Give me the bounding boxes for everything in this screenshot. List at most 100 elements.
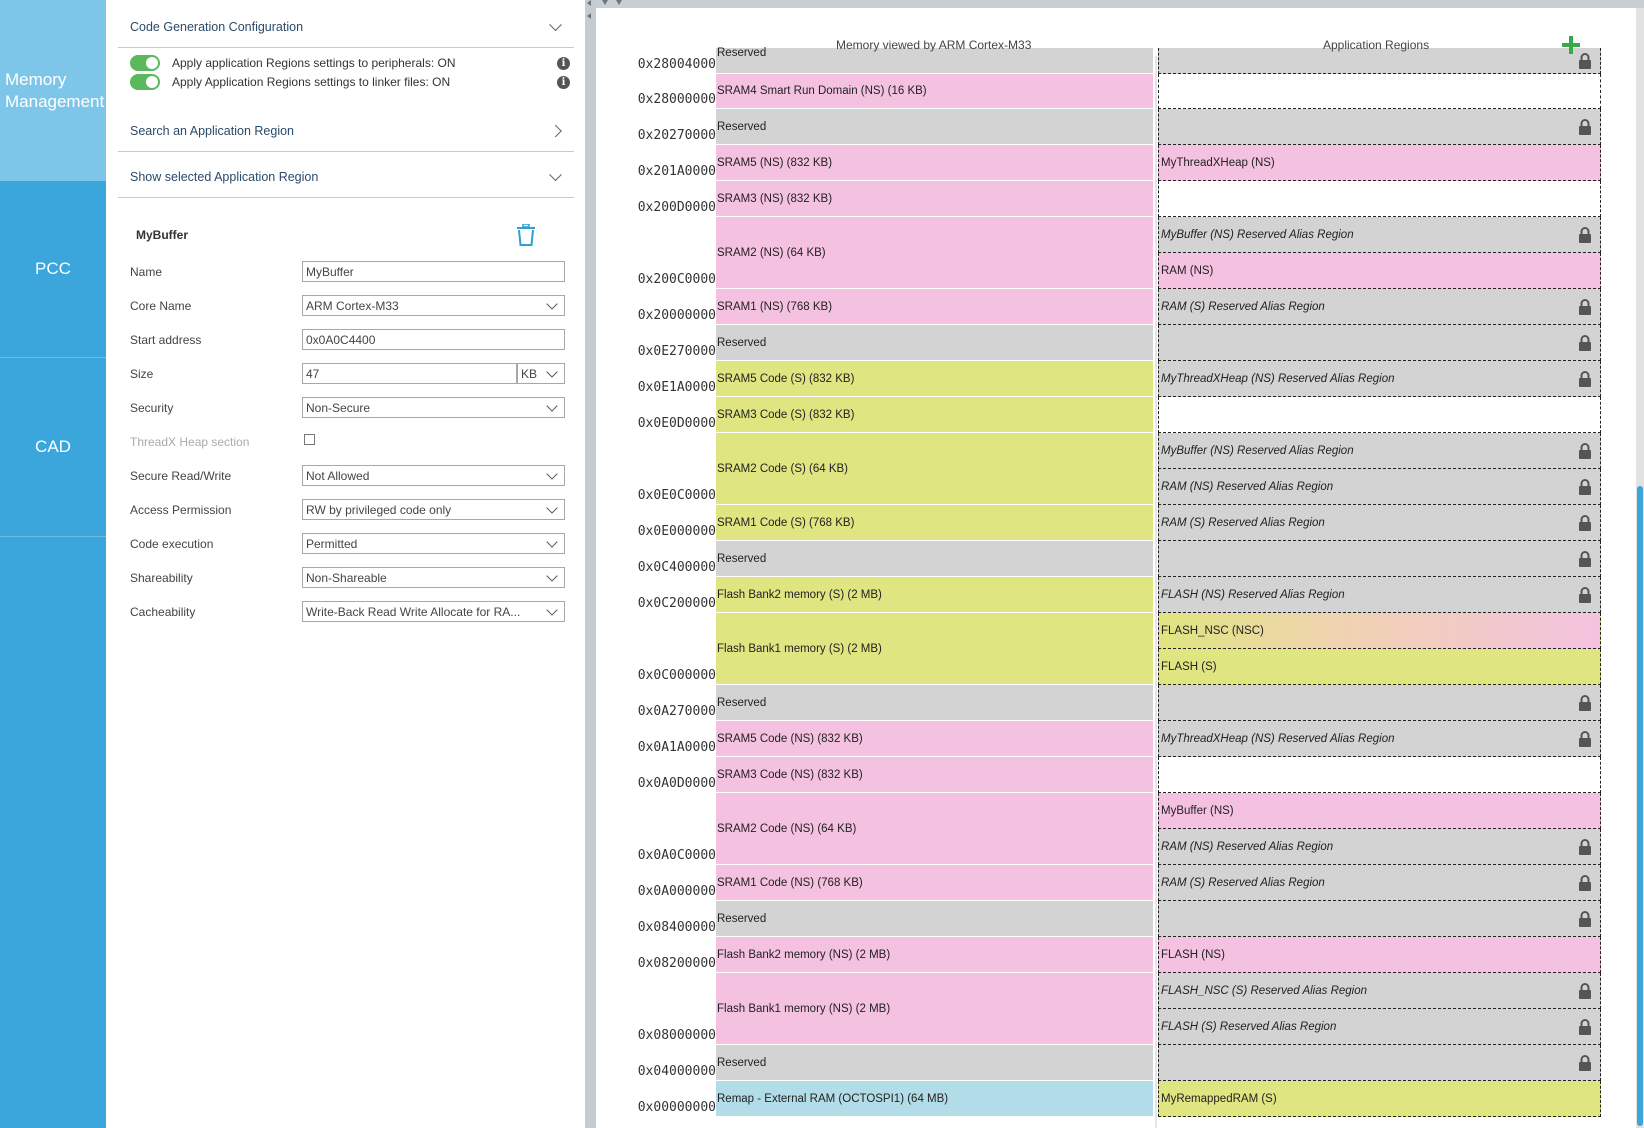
search-application-region-header[interactable]: Search an Application Region (118, 110, 574, 152)
memory-block[interactable]: Remap - External RAM (OCTOSPI1) (64 MB) (716, 1081, 1153, 1117)
core-name-select[interactable]: ARM Cortex-M33 (302, 295, 565, 316)
application-region[interactable] (1158, 541, 1601, 577)
memory-block[interactable]: SRAM5 (NS) (832 KB) (716, 145, 1153, 181)
code-execution-value: Permitted (306, 537, 358, 551)
memory-block[interactable]: SRAM2 Code (S) (64 KB) (716, 433, 1153, 505)
lock-icon (1579, 982, 1591, 999)
memory-block[interactable]: SRAM5 Code (S) (832 KB) (716, 361, 1153, 397)
info-icon[interactable]: i (557, 56, 570, 70)
access-permission-select[interactable]: RW by privileged code only (302, 499, 565, 520)
memory-block[interactable]: SRAM1 Code (NS) (768 KB) (716, 865, 1153, 901)
lock-icon (1579, 550, 1591, 567)
memory-block[interactable]: SRAM3 Code (S) (832 KB) (716, 397, 1153, 433)
memory-block[interactable]: Reserved (716, 47, 1153, 74)
application-region[interactable] (1158, 397, 1601, 433)
access-permission-value: RW by privileged code only (306, 503, 452, 517)
scrollbar-thumb[interactable] (1637, 486, 1643, 1126)
security-select[interactable]: Non-Secure (302, 397, 565, 418)
application-region[interactable]: MyBuffer (NS) Reserved Alias Region (1158, 433, 1601, 469)
application-region[interactable] (1158, 74, 1601, 109)
nav-item-pcc[interactable]: PCC (0, 181, 106, 357)
application-region[interactable]: FLASH (S) Reserved Alias Region (1158, 1009, 1601, 1045)
application-region[interactable] (1158, 685, 1601, 721)
show-selected-region-header[interactable]: Show selected Application Region (118, 156, 574, 198)
memory-map-scrollbar[interactable] (1636, 8, 1644, 1128)
threadx-heap-checkbox[interactable] (304, 434, 315, 445)
application-region[interactable]: FLASH_NSC (NSC) (1158, 613, 1601, 649)
application-region[interactable]: MyBuffer (NS) Reserved Alias Region (1158, 217, 1601, 253)
application-region[interactable] (1158, 109, 1601, 145)
application-region[interactable]: MyThreadXHeap (NS) Reserved Alias Region (1158, 361, 1601, 397)
memory-block[interactable]: Reserved (716, 541, 1153, 577)
start-address-input[interactable]: 0x0A0C4400 (302, 329, 565, 350)
chevron-down-icon (546, 468, 558, 480)
application-region[interactable]: MyThreadXHeap (NS) (1158, 145, 1601, 181)
application-region[interactable]: MyBuffer (NS) (1158, 793, 1601, 829)
address-label: 0x08200000 (637, 956, 716, 971)
info-icon[interactable]: i (557, 75, 570, 89)
memory-block[interactable]: Flash Bank1 memory (S) (2 MB) (716, 613, 1153, 685)
application-region[interactable]: RAM (NS) (1158, 253, 1601, 289)
memory-block[interactable]: SRAM1 (NS) (768 KB) (716, 289, 1153, 325)
cacheability-select[interactable]: Write-Back Read Write Allocate for RA... (302, 601, 565, 622)
memory-block[interactable]: Flash Bank2 memory (S) (2 MB) (716, 577, 1153, 613)
nav-item-label: Memory Management (5, 69, 105, 111)
collapse-arrows-icon[interactable] (585, 0, 596, 30)
memory-block[interactable]: Flash Bank1 memory (NS) (2 MB) (716, 973, 1153, 1045)
secure-read-write-select[interactable]: Not Allowed (302, 465, 565, 486)
peripherals-toggle[interactable] (130, 55, 160, 71)
code-generation-configuration-header[interactable]: Code Generation Configuration (118, 6, 574, 48)
code-execution-select[interactable]: Permitted (302, 533, 565, 554)
lock-icon (1579, 442, 1591, 459)
memory-block[interactable]: SRAM3 Code (NS) (832 KB) (716, 757, 1153, 793)
region-detail-title: MyBuffer (136, 228, 189, 242)
application-region[interactable] (1158, 757, 1601, 793)
lock-icon (1579, 694, 1591, 711)
memory-block[interactable]: SRAM1 Code (S) (768 KB) (716, 505, 1153, 541)
cacheability-value: Write-Back Read Write Allocate for RA... (306, 605, 521, 619)
application-region[interactable]: RAM (S) Reserved Alias Region (1158, 289, 1601, 325)
linker-files-toggle[interactable] (130, 74, 160, 90)
application-region[interactable]: FLASH (S) (1158, 649, 1601, 685)
application-region[interactable] (1158, 901, 1601, 937)
shareability-select[interactable]: Non-Shareable (302, 567, 565, 588)
memory-block[interactable]: Reserved (716, 325, 1153, 361)
memory-block[interactable]: Reserved (716, 685, 1153, 721)
memory-block[interactable]: SRAM2 (NS) (64 KB) (716, 217, 1153, 289)
nav-item-cad[interactable]: CAD (0, 358, 106, 536)
application-region[interactable] (1158, 325, 1601, 361)
memory-block[interactable]: Reserved (716, 1045, 1153, 1081)
address-label: 0x0A1A0000 (637, 740, 716, 755)
application-region[interactable]: FLASH_NSC (S) Reserved Alias Region (1158, 973, 1601, 1009)
memory-block[interactable]: SRAM5 Code (NS) (832 KB) (716, 721, 1153, 757)
memory-block[interactable]: SRAM3 (NS) (832 KB) (716, 181, 1153, 217)
access-permission-label: Access Permission (130, 503, 232, 517)
memory-block[interactable]: SRAM4 Smart Run Domain (NS) (16 KB) (716, 74, 1153, 109)
name-label: Name (130, 265, 163, 279)
panel-splitter[interactable] (585, 0, 596, 1128)
application-region[interactable]: FLASH (NS) (1158, 937, 1601, 973)
application-region[interactable] (1158, 1045, 1601, 1081)
size-input[interactable]: 47 (302, 363, 517, 384)
address-label: 0x0C000000 (637, 668, 716, 683)
add-region-plus-icon[interactable] (1562, 36, 1580, 54)
name-input[interactable]: MyBuffer (302, 261, 565, 282)
application-region[interactable]: RAM (NS) Reserved Alias Region (1158, 829, 1601, 865)
application-region[interactable]: FLASH (NS) Reserved Alias Region (1158, 577, 1601, 613)
application-region[interactable]: RAM (S) Reserved Alias Region (1158, 505, 1601, 541)
memory-block[interactable]: Flash Bank2 memory (NS) (2 MB) (716, 937, 1153, 973)
trash-icon[interactable] (516, 224, 536, 246)
application-region[interactable]: MyThreadXHeap (NS) Reserved Alias Region (1158, 721, 1601, 757)
nav-item-memory-management[interactable]: Memory Management (0, 0, 106, 181)
size-unit-select[interactable]: KB (517, 363, 565, 384)
application-region[interactable]: MyRemappedRAM (S) (1158, 1081, 1601, 1117)
application-region[interactable] (1158, 48, 1601, 74)
memory-block[interactable]: Reserved (716, 901, 1153, 937)
memory-block[interactable]: SRAM2 Code (NS) (64 KB) (716, 793, 1153, 865)
lock-icon (1579, 370, 1591, 387)
application-region[interactable]: RAM (S) Reserved Alias Region (1158, 865, 1601, 901)
application-region[interactable]: RAM (NS) Reserved Alias Region (1158, 469, 1601, 505)
collapse-arrows-icon[interactable] (596, 0, 636, 8)
application-region[interactable] (1158, 181, 1601, 217)
memory-block[interactable]: Reserved (716, 109, 1153, 145)
